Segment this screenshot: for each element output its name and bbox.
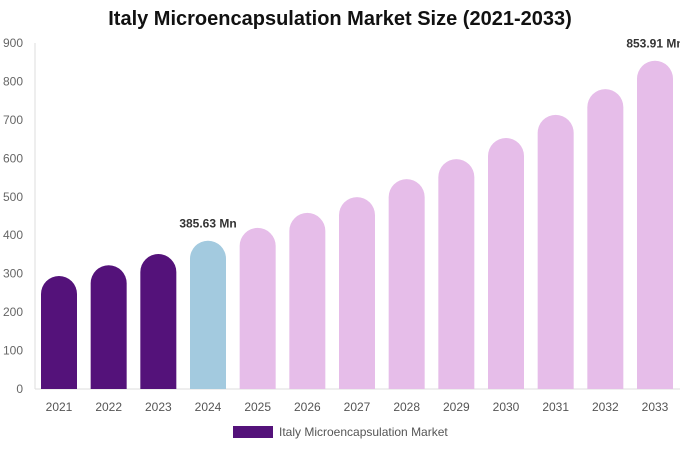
bar-2022 <box>90 265 127 389</box>
y-tick-label: 400 <box>3 228 23 242</box>
y-tick-label: 800 <box>3 74 23 88</box>
y-tick-label: 700 <box>3 113 23 127</box>
bar-2028 <box>388 179 425 389</box>
data-label: 853.91 Mn <box>626 37 680 51</box>
legend[interactable]: Italy Microencapsulation Market <box>233 425 448 439</box>
bar-2026 <box>289 212 326 389</box>
y-tick-label: 900 <box>3 36 23 50</box>
x-tick-label: 2026 <box>294 400 321 414</box>
y-tick-label: 100 <box>3 344 23 358</box>
x-tick-label: 2033 <box>642 400 669 414</box>
legend-label: Italy Microencapsulation Market <box>279 425 448 439</box>
bar-2031 <box>537 114 574 389</box>
x-tick-label: 2022 <box>95 400 122 414</box>
x-tick-label: 2023 <box>145 400 172 414</box>
y-tick-label: 300 <box>3 267 23 281</box>
x-tick-label: 2028 <box>393 400 420 414</box>
x-tick-label: 2031 <box>542 400 569 414</box>
bar-2032 <box>587 89 624 389</box>
bar-2023 <box>140 254 177 389</box>
x-tick-label: 2029 <box>443 400 470 414</box>
bar-2027 <box>339 197 375 389</box>
x-tick-label: 2030 <box>493 400 520 414</box>
x-tick-label: 2032 <box>592 400 619 414</box>
y-tick-label: 600 <box>3 151 23 165</box>
bar-2030 <box>488 137 524 389</box>
bar-2033 <box>637 60 673 389</box>
y-tick-label: 0 <box>16 382 23 396</box>
legend-swatch <box>233 426 273 438</box>
bar-2025 <box>239 227 276 389</box>
chart-title: Italy Microencapsulation Market Size (20… <box>108 8 572 30</box>
y-tick-label: 500 <box>3 190 23 204</box>
bar-2021 <box>41 275 77 389</box>
y-tick-label: 200 <box>3 305 23 319</box>
x-tick-label: 2024 <box>195 400 222 414</box>
bar-2029 <box>438 159 475 389</box>
data-label: 385.63 Mn <box>179 217 236 231</box>
bar-2024 <box>190 240 226 389</box>
x-tick-label: 2027 <box>344 400 371 414</box>
x-tick-label: 2025 <box>244 400 271 414</box>
x-tick-label: 2021 <box>46 400 73 414</box>
